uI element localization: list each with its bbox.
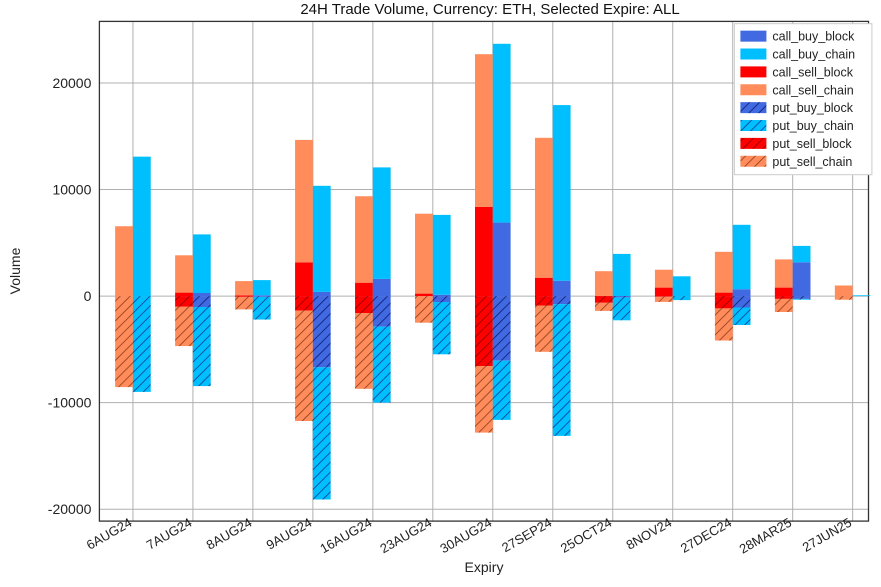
svg-text:Expiry: Expiry (465, 559, 504, 575)
svg-text:put_sell_chain: put_sell_chain (772, 155, 852, 169)
svg-text:put_buy_block: put_buy_block (772, 101, 853, 115)
svg-text:put_buy_chain: put_buy_chain (772, 119, 853, 133)
svg-text:20000: 20000 (52, 75, 91, 91)
svg-text:put_sell_block: put_sell_block (772, 137, 852, 151)
svg-text:24H Trade Volume, Currency: ET: 24H Trade Volume, Currency: ETH, Selecte… (300, 1, 679, 18)
svg-text:0: 0 (84, 288, 92, 304)
svg-text:Volume: Volume (7, 247, 23, 294)
svg-text:10000: 10000 (52, 182, 91, 198)
svg-text:-10000: -10000 (48, 395, 92, 411)
svg-text:call_buy_chain: call_buy_chain (772, 48, 855, 62)
svg-text:call_buy_block: call_buy_block (772, 30, 855, 44)
svg-text:call_sell_block: call_sell_block (772, 65, 853, 79)
svg-text:-20000: -20000 (48, 501, 92, 517)
svg-text:call_sell_chain: call_sell_chain (772, 83, 853, 97)
